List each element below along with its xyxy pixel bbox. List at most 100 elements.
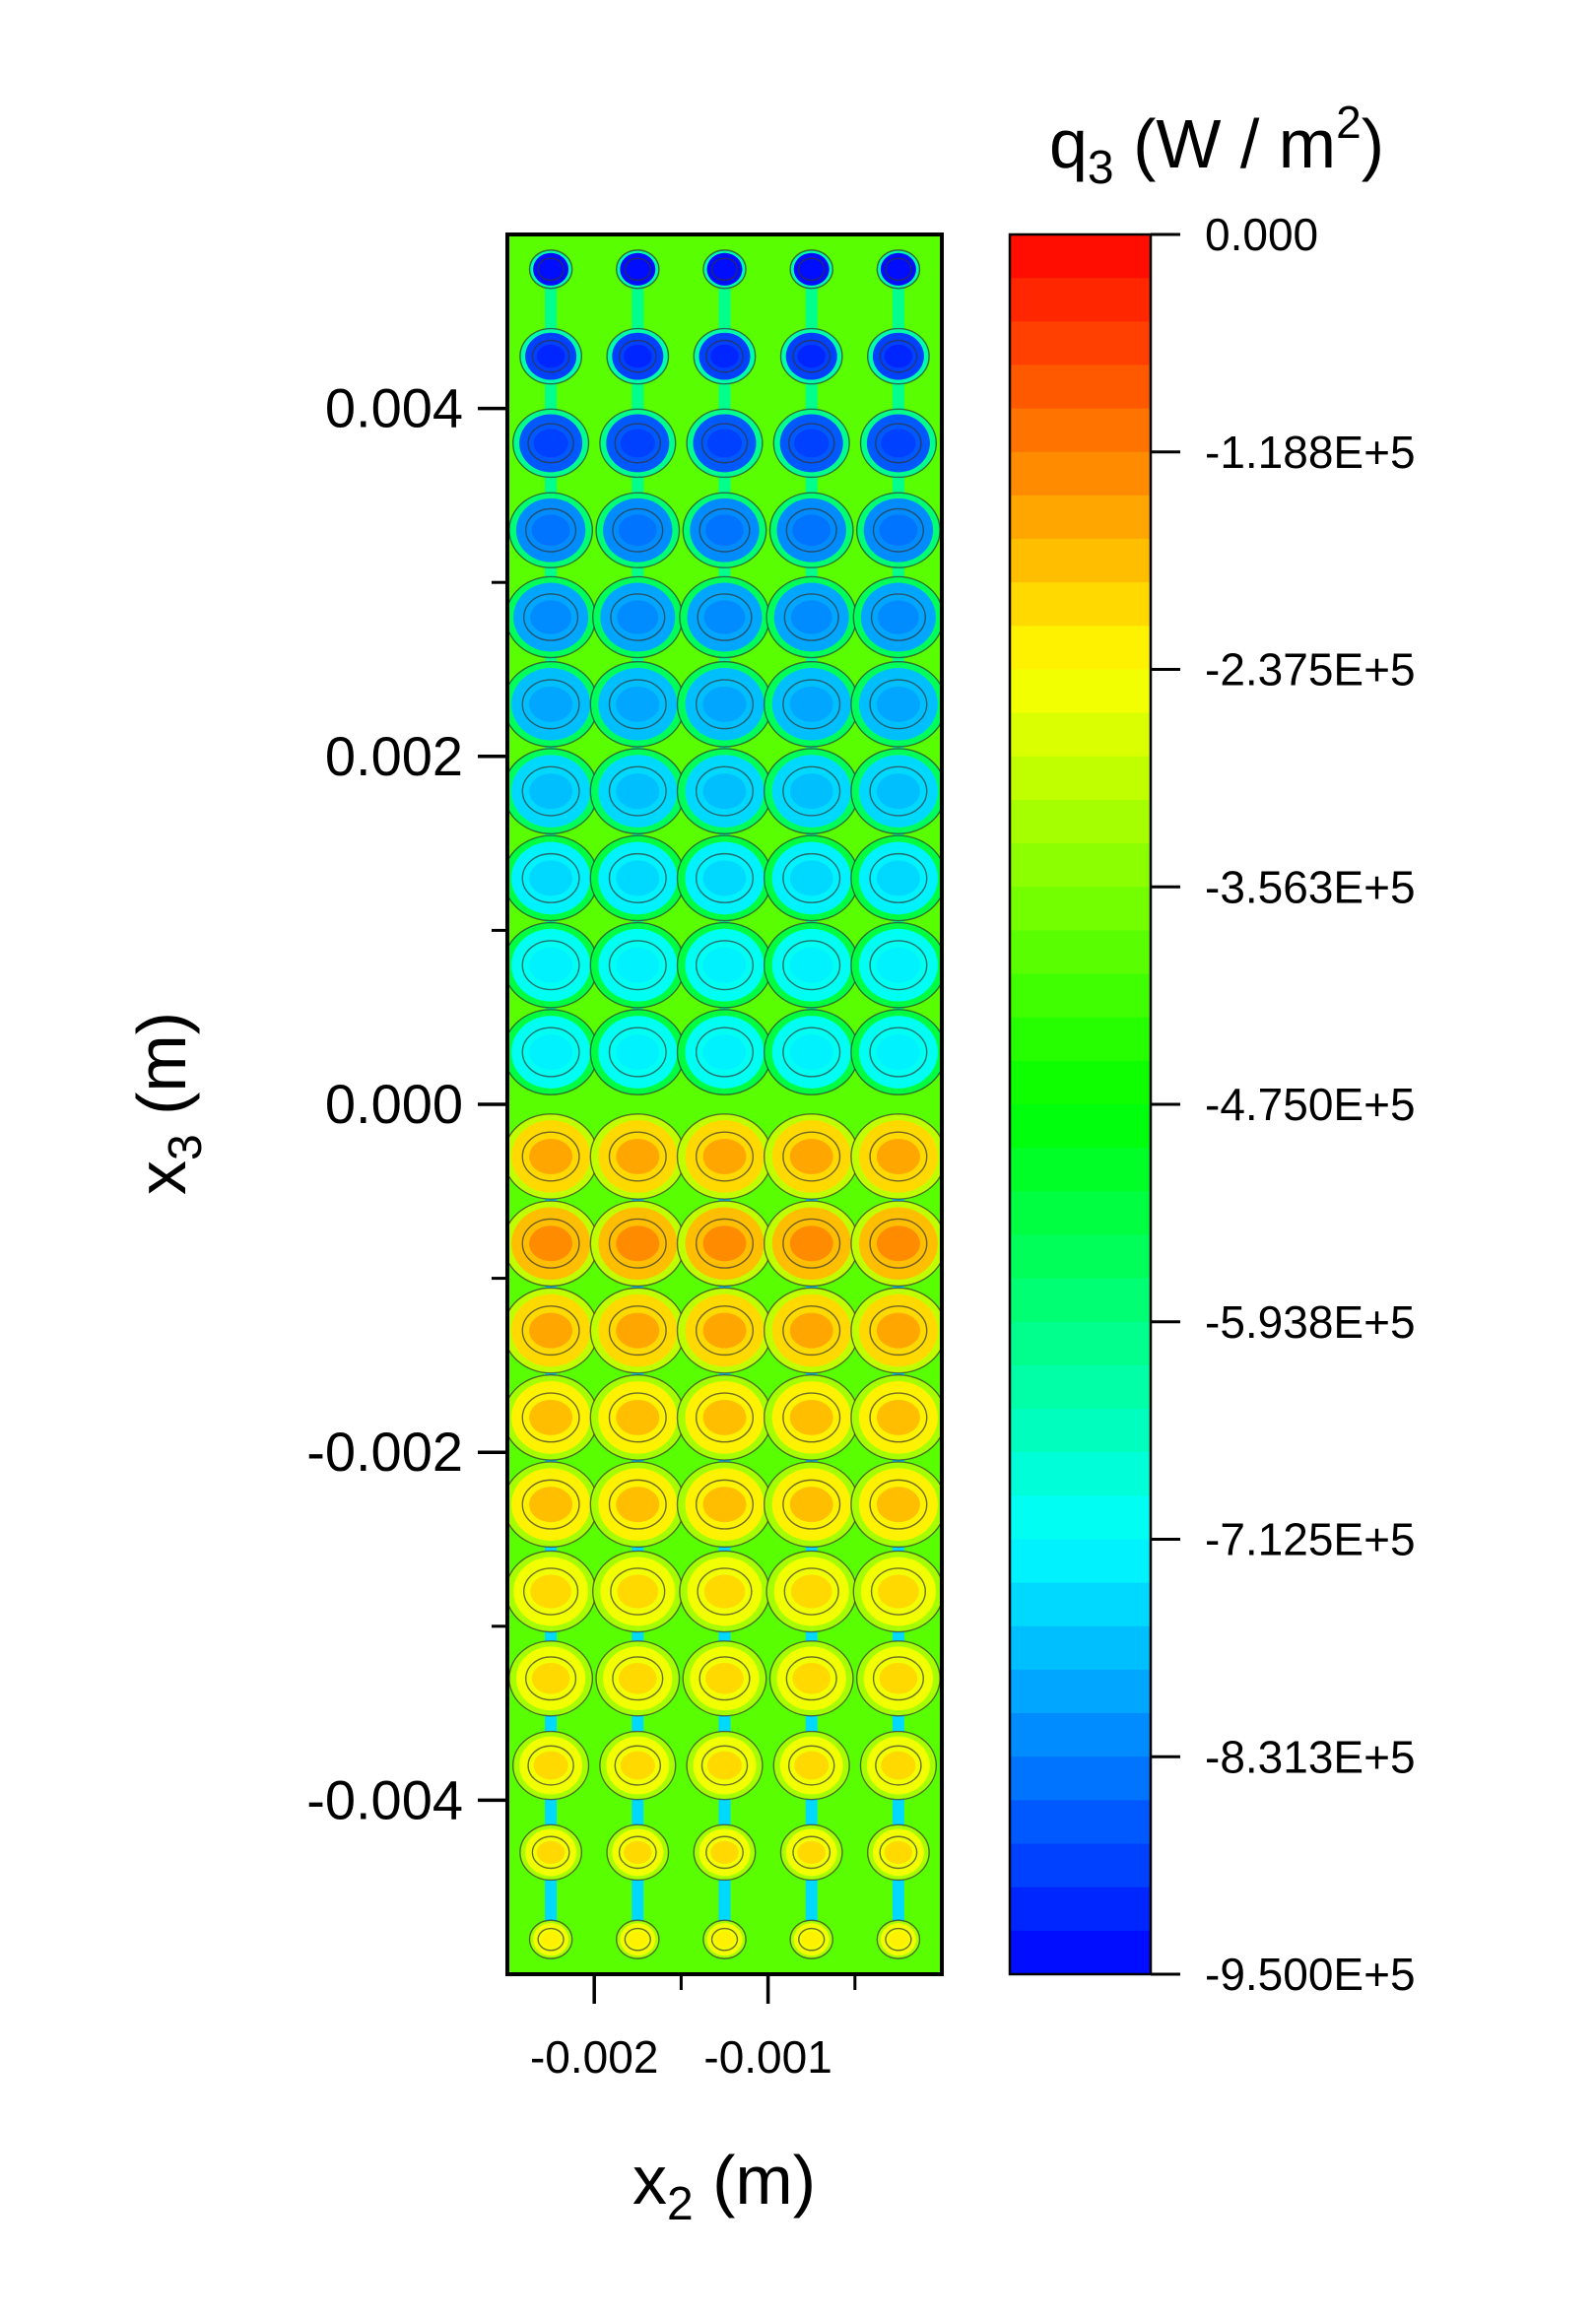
heatmap-contour [850, 921, 942, 1009]
heatmap-contour [850, 660, 942, 748]
heatmap-contour [869, 940, 928, 991]
heatmap-contour [612, 507, 664, 553]
heatmap-contour [521, 1027, 580, 1078]
heatmap-contour [702, 1919, 747, 1959]
heatmap-core [529, 1034, 573, 1071]
heatmap-contour [850, 1200, 942, 1288]
heatmap-core [620, 429, 655, 458]
heatmap-core [889, 1931, 908, 1948]
heatmap-core [876, 860, 920, 896]
heatmap-core [616, 686, 660, 722]
heatmap-core [533, 429, 568, 458]
heatmap-core [529, 1399, 573, 1435]
heatmap-core [529, 947, 573, 983]
heatmap-contour [870, 1567, 926, 1616]
heatmap-contour [537, 1927, 565, 1952]
heatmap-core [790, 600, 832, 634]
heatmap-core [801, 261, 822, 278]
heatmap-core [616, 1034, 660, 1071]
heatmap-contour [519, 1823, 582, 1882]
heatmap-core [876, 1226, 920, 1262]
heatmap-core [628, 261, 648, 278]
heatmap-contour [608, 679, 667, 730]
heatmap-contour [869, 1479, 928, 1530]
heatmap-core [878, 600, 919, 634]
heatmap-core [529, 1226, 573, 1262]
heatmap-contour [792, 339, 831, 373]
heatmap-contour [511, 408, 590, 479]
heatmap-contour [696, 765, 755, 817]
colorbar-label-superscript: 2 [1336, 97, 1362, 148]
heatmap-core [702, 1487, 747, 1523]
heatmap-core [702, 860, 747, 896]
heatmap-core [616, 1312, 660, 1349]
heatmap-contour [782, 1027, 841, 1078]
heatmap-contour [869, 852, 928, 903]
heatmap-contour [527, 1745, 574, 1786]
heatmap-contour [872, 1656, 924, 1701]
heatmap-contour [710, 1927, 739, 1952]
heatmap-contour [850, 748, 942, 835]
heatmap-contour [618, 1835, 657, 1870]
heatmap-contour [768, 1640, 854, 1717]
colorbar-band [1010, 1669, 1151, 1714]
heatmap-contour [599, 1730, 677, 1801]
heatmap-core [618, 514, 657, 547]
heatmap-contour [696, 852, 755, 903]
heatmap-core [710, 344, 739, 368]
heatmap-core [529, 860, 573, 896]
heatmap-contour [772, 408, 850, 479]
heatmap-contour [608, 1218, 667, 1269]
heatmap-core [879, 514, 918, 547]
colorbar-tick-label: 0.000 [1205, 209, 1318, 260]
colorbar-band [1010, 930, 1151, 975]
colorbar-band [1010, 1843, 1151, 1888]
heatmap-contour [608, 765, 667, 817]
heatmap-contour [785, 507, 837, 553]
heatmap-core [789, 686, 833, 722]
x-axis-ticks: -0.002 -0.001 [530, 1974, 857, 2083]
heatmap-contour [782, 1479, 841, 1530]
heatmap-core [876, 1312, 920, 1349]
heatmap-core [714, 1931, 735, 1948]
heatmap-core [714, 261, 735, 278]
heatmap-core [616, 1226, 660, 1262]
heatmap-contour [698, 1656, 751, 1701]
heatmap-contour [852, 575, 942, 659]
heatmap-core [536, 344, 565, 368]
heatmap-contour [686, 408, 764, 479]
colorbar-band [1010, 408, 1151, 453]
colorbar-bands [1010, 234, 1151, 1975]
heatmap-contour [885, 1927, 912, 1952]
heatmap-contour [608, 1131, 667, 1182]
heatmap-contour [782, 765, 841, 817]
heatmap-contour [879, 339, 918, 373]
heatmap-contour [521, 1218, 580, 1269]
x-axis-tick-label: -0.002 [530, 2031, 658, 2083]
heatmap-core [789, 1034, 833, 1071]
heatmap-core [801, 1931, 822, 1948]
heatmap-contour [614, 1745, 662, 1786]
heatmap-core [702, 1312, 747, 1349]
heatmap-contour [870, 593, 926, 641]
heatmap-contour [528, 249, 573, 290]
heatmap-core [876, 1399, 920, 1435]
heatmap-contour [859, 408, 938, 479]
heatmap-contour [696, 1479, 755, 1530]
heatmap-core [797, 344, 826, 368]
y-axis-label-unit: (m) [123, 1012, 200, 1134]
heatmap-contour [698, 507, 751, 553]
heatmap-contour [616, 1919, 660, 1959]
colorbar-tick-label: -8.313E+5 [1205, 1731, 1416, 1782]
heatmap-contour [885, 257, 912, 282]
heatmap-plot-area [507, 234, 942, 1974]
heatmap-contour [531, 1835, 570, 1870]
heatmap-contour [787, 1745, 835, 1786]
heatmap-core [529, 1487, 573, 1523]
heatmap-contour [693, 1823, 757, 1882]
y-axis-tick-label: 0.002 [325, 725, 463, 787]
heatmap-contour [527, 423, 574, 464]
heatmap-contour [850, 1113, 942, 1200]
heatmap-contour [608, 1027, 667, 1078]
